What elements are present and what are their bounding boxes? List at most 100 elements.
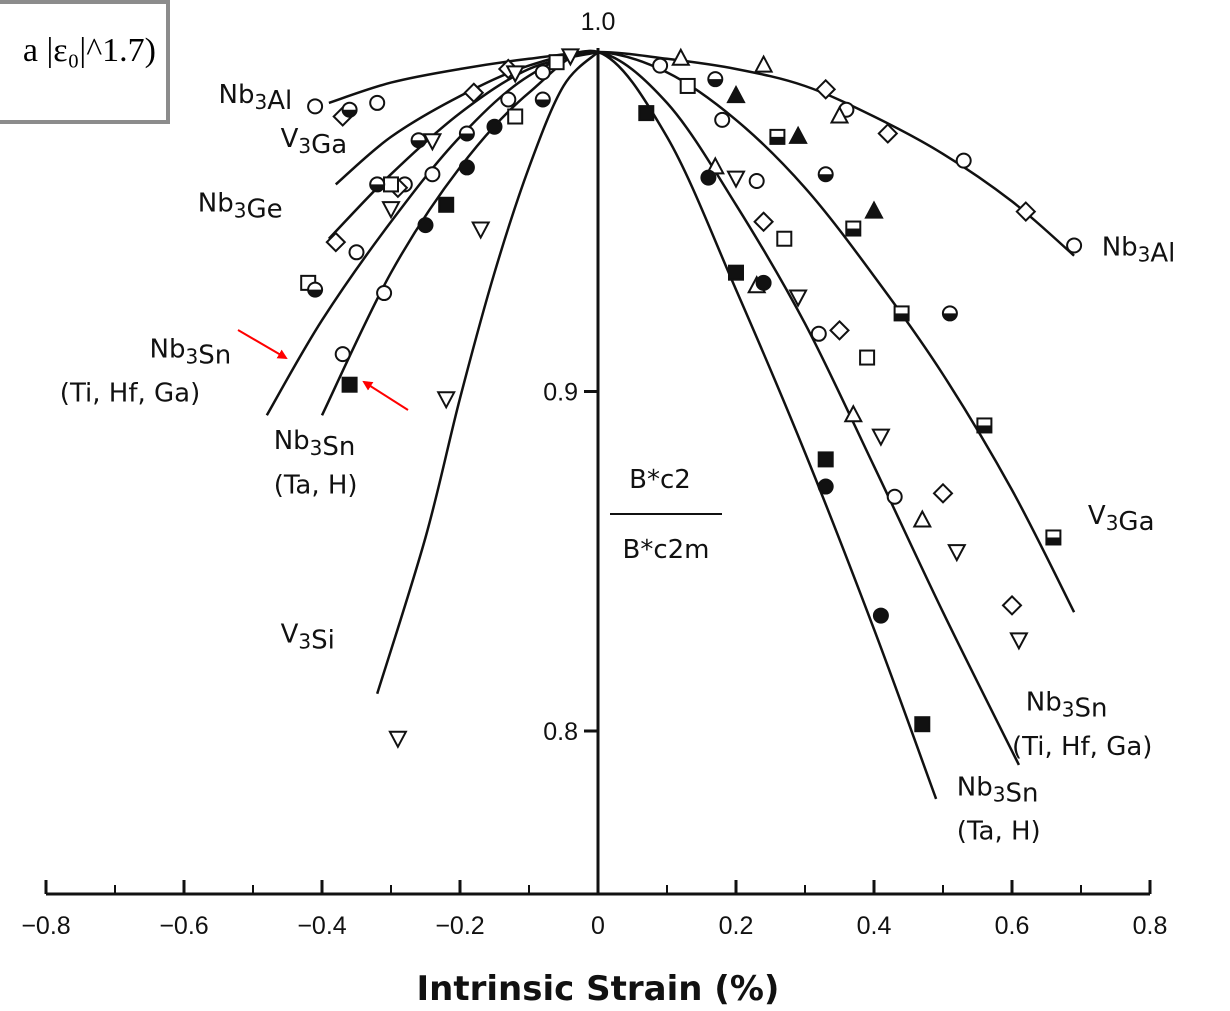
open-triangle-down-marker bbox=[560, 48, 581, 67]
open-circle-marker bbox=[500, 91, 517, 108]
curve-v3ga bbox=[334, 50, 1076, 613]
filled-triangle-up-marker bbox=[788, 125, 808, 144]
filled-circle-marker bbox=[817, 478, 834, 495]
filled-square-marker bbox=[341, 376, 358, 393]
axes: −0.8 −0.6 −0.4 −0.2 0 0.2 0.4 0.6 0.8 0.8 0.9 1.0 B*… bbox=[21, 8, 1167, 940]
label-nb3sn-tihfga-left: Nb3Sn bbox=[150, 335, 232, 371]
y-label-numerator: B*c2 bbox=[629, 465, 691, 495]
open-triangle-down-marker bbox=[388, 730, 408, 749]
open-circle-marker bbox=[810, 325, 827, 342]
label-tihfga-right: (Ti, Hf, Ga) bbox=[1012, 732, 1152, 762]
label-tihfga-left: (Ti, Hf, Ga) bbox=[60, 379, 200, 409]
x-tick-label: 0.8 bbox=[1133, 912, 1168, 940]
open-triangle-up-marker bbox=[843, 404, 863, 423]
open-triangle-down-marker bbox=[726, 170, 746, 189]
half-filled-circle-marker bbox=[410, 132, 427, 149]
label-nb3al-left: Nb3Al bbox=[219, 80, 293, 116]
x-tick-label: −0.6 bbox=[159, 912, 208, 940]
half-filled-circle-marker bbox=[941, 305, 958, 322]
filled-circle-marker bbox=[458, 159, 475, 176]
label-tah-right: (Ta, H) bbox=[957, 817, 1041, 847]
y-tick-label: 0.8 bbox=[543, 718, 578, 746]
y-tick-label: 1.0 bbox=[581, 8, 616, 36]
open-square-marker bbox=[383, 176, 399, 193]
open-square-marker bbox=[679, 77, 696, 94]
open-triangle-down-marker bbox=[505, 65, 525, 84]
filled-circle-marker bbox=[755, 274, 772, 291]
curve-nb3ge bbox=[328, 50, 599, 240]
filled-square-marker bbox=[817, 451, 834, 468]
open-circle-marker bbox=[955, 152, 972, 169]
open-square-marker bbox=[507, 108, 524, 125]
label-v3ga-right: V3Ga bbox=[1088, 501, 1155, 537]
open-circle-marker bbox=[369, 94, 386, 111]
half-filled-circle-marker bbox=[817, 166, 834, 183]
open-triangle-down-marker bbox=[1009, 632, 1029, 651]
open-triangle-up-marker bbox=[829, 105, 850, 124]
y-tick-label: 0.9 bbox=[543, 379, 578, 407]
filled-triangle-up-marker bbox=[864, 200, 884, 219]
open-circle-marker bbox=[307, 98, 324, 115]
half-filled-square-marker bbox=[893, 305, 910, 322]
open-circle-marker bbox=[376, 285, 393, 302]
open-square-marker bbox=[776, 230, 793, 247]
y-axis-label: B*c2 B*c2m bbox=[610, 465, 722, 565]
half-filled-circle-marker bbox=[534, 91, 551, 108]
label-nb3ge-left: Nb3Ge bbox=[198, 189, 283, 225]
open-diamond-marker bbox=[1015, 201, 1037, 222]
open-diamond-marker bbox=[325, 231, 347, 253]
open-diamond-marker bbox=[753, 211, 775, 233]
open-circle-marker bbox=[886, 488, 903, 505]
label-nb3sn-tihfga-right: Nb3Sn bbox=[1026, 688, 1108, 724]
open-triangle-down-marker bbox=[947, 544, 967, 563]
data-points bbox=[300, 47, 1083, 749]
open-triangle-down-marker bbox=[471, 221, 491, 240]
half-filled-square-marker bbox=[845, 220, 862, 237]
open-triangle-down-marker bbox=[381, 201, 401, 220]
filled-square-marker bbox=[638, 105, 655, 122]
label-nb3al-right: Nb3Al bbox=[1102, 233, 1176, 269]
label-tah-left: (Ta, H) bbox=[274, 470, 358, 500]
half-filled-circle-marker bbox=[369, 176, 386, 193]
label-v3si-left: V3Si bbox=[281, 620, 335, 656]
open-square-marker bbox=[548, 54, 565, 71]
open-circle-marker bbox=[334, 346, 351, 363]
half-filled-circle-marker bbox=[707, 71, 724, 88]
filled-circle-marker bbox=[700, 169, 717, 186]
y-label-denominator: B*c2m bbox=[622, 535, 709, 565]
filled-circle-marker bbox=[417, 217, 434, 234]
open-triangle-down-marker bbox=[436, 391, 456, 410]
filled-circle-marker bbox=[486, 118, 503, 135]
open-square-marker bbox=[859, 349, 876, 366]
curve-nb3sn-ti-hf-ga bbox=[265, 49, 1021, 766]
open-diamond-marker bbox=[932, 482, 954, 504]
formula-box: a |ε₀|^1.7) bbox=[0, 0, 170, 124]
open-diamond-marker bbox=[1001, 594, 1023, 616]
x-tick-label: −0.2 bbox=[435, 912, 484, 940]
filled-square-marker bbox=[728, 264, 744, 281]
open-circle-marker bbox=[348, 244, 365, 261]
annotation-arrows bbox=[237, 329, 409, 411]
open-diamond-marker bbox=[815, 78, 837, 100]
open-triangle-up-marker bbox=[753, 54, 774, 73]
x-tick-label: 0.2 bbox=[719, 912, 754, 940]
x-tick-label: 0.4 bbox=[857, 912, 892, 940]
x-tick-label: −0.8 bbox=[21, 912, 70, 940]
open-triangle-down-marker bbox=[871, 428, 891, 447]
curve-v3si bbox=[376, 51, 599, 695]
half-filled-square-marker bbox=[1045, 529, 1062, 546]
open-diamond-marker bbox=[463, 82, 485, 104]
label-v3ga-left: V3Ga bbox=[281, 124, 348, 160]
x-tick-label: 0.6 bbox=[995, 912, 1030, 940]
half-filled-circle-marker bbox=[458, 125, 475, 142]
half-filled-circle-marker bbox=[341, 101, 358, 118]
curve-nb3sn-ta-h bbox=[320, 49, 938, 800]
open-triangle-up-marker bbox=[671, 47, 691, 66]
open-triangle-up-marker bbox=[705, 156, 725, 175]
curves bbox=[265, 49, 1076, 800]
open-triangle-down-marker bbox=[422, 133, 443, 152]
x-axis-title: Intrinsic Strain (%) bbox=[417, 969, 780, 1009]
label-nb3sn-tah-right: Nb3Sn bbox=[957, 773, 1039, 809]
open-circle-marker bbox=[652, 57, 669, 74]
open-diamond-marker bbox=[829, 319, 850, 341]
